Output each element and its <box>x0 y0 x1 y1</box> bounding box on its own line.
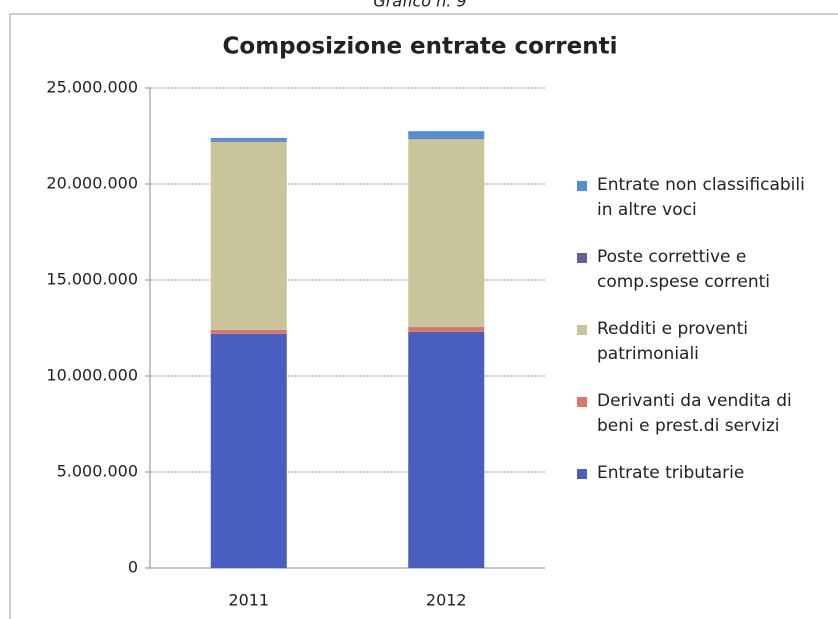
bar-segment <box>210 137 287 141</box>
legend-entry: Redditi e proventi patrimoniali <box>577 317 822 367</box>
legend-label: Redditi e proventi patrimoniali <box>597 319 748 364</box>
bar-segment <box>210 141 287 330</box>
x-tick-label: 2012 <box>426 591 467 610</box>
bar-segment <box>408 327 485 332</box>
y-tick-label: 25.000.000 <box>46 78 138 97</box>
legend-label: Entrate tributarie <box>597 463 745 483</box>
bar-segment <box>408 331 485 568</box>
x-tick-label: 2011 <box>228 591 269 610</box>
legend-entry: Entrate non classificabili in altre voci <box>577 173 822 223</box>
bar-segment <box>408 138 485 328</box>
y-tick-label: 10.000.000 <box>46 366 138 385</box>
bar-segment <box>210 333 287 568</box>
y-tick-label: 5.000.000 <box>57 462 138 481</box>
chart-border <box>9 13 838 619</box>
legend-entry: Poste correttive e comp.spese correnti <box>577 245 822 295</box>
caption: Grafico n. 9 <box>373 0 466 11</box>
bar-segment <box>408 131 485 138</box>
y-tick-label: 20.000.000 <box>46 174 138 193</box>
legend-label: Derivanti da vendita di beni e prest.di … <box>597 391 792 436</box>
legend-entry: Derivanti da vendita di beni e prest.di … <box>577 389 822 439</box>
legend-swatch <box>577 397 587 407</box>
legend-entry: Entrate tributarie <box>577 461 822 486</box>
bar-segment <box>210 140 287 142</box>
legend-label: Poste correttive e comp.spese correnti <box>597 247 771 292</box>
chart-title: Composizione entrate correnti <box>223 34 618 60</box>
y-tick-label: 15.000.000 <box>46 270 138 289</box>
legend-swatch <box>577 325 587 335</box>
legend-swatch <box>577 253 587 263</box>
legend-swatch <box>577 469 587 479</box>
legend: Entrate non classificabili in altre voci… <box>577 173 822 508</box>
y-tick-label: 0 <box>128 558 138 577</box>
legend-label: Entrate non classificabili in altre voci <box>597 175 805 220</box>
bar-segment <box>210 329 287 334</box>
bar-segment <box>408 137 485 139</box>
legend-swatch <box>577 181 587 191</box>
